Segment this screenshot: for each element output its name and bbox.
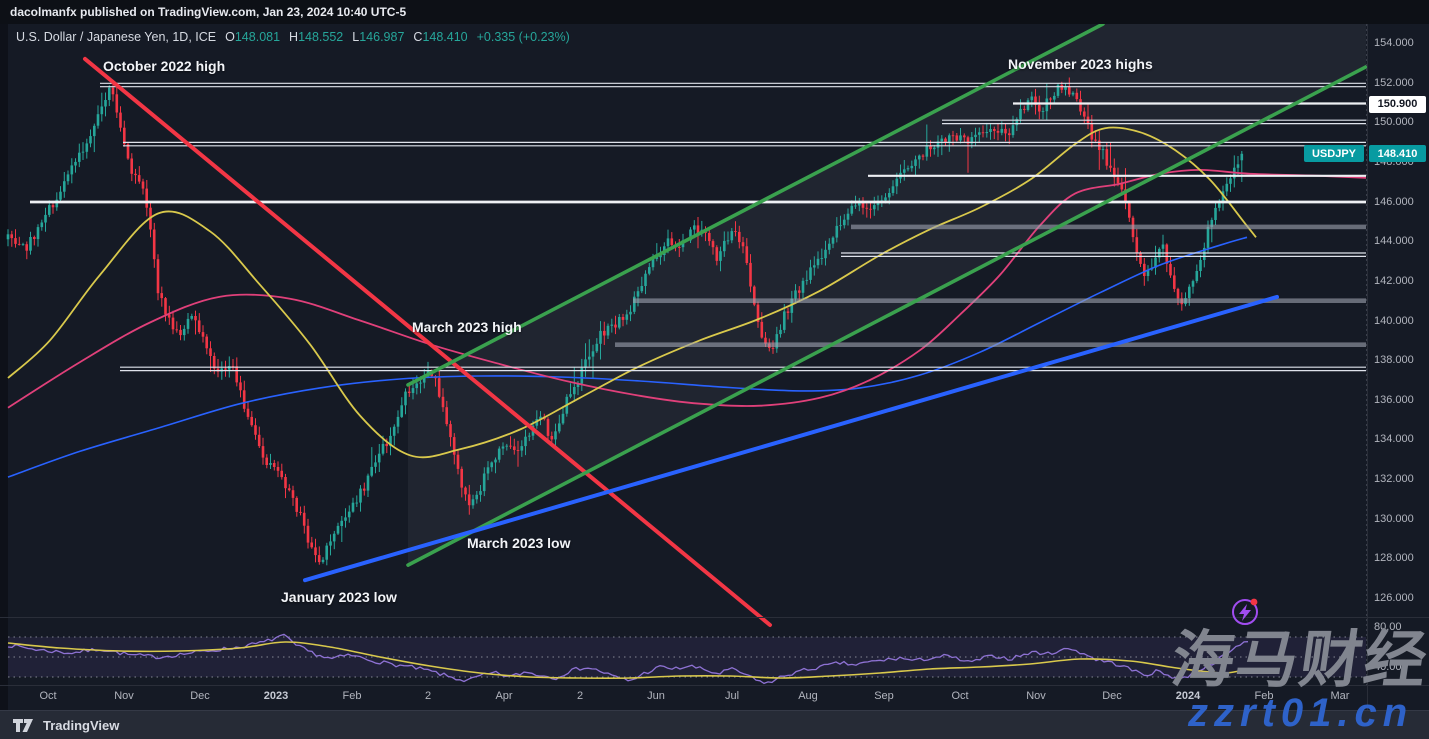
time-tick: Dec — [1102, 690, 1122, 702]
price-tick: 128.000 — [1374, 552, 1414, 565]
chart-annotation: October 2022 high — [103, 58, 226, 74]
time-tick: Mar — [1330, 690, 1350, 702]
tradingview-label[interactable]: TradingView — [43, 717, 120, 733]
ohlc-low: L 146.987 — [352, 30, 405, 44]
rsi-line — [7, 633, 1249, 685]
price-tick: 150.000 — [1374, 116, 1414, 129]
ohlc-high: H 148.552 — [289, 30, 344, 44]
chart-annotation: November 2023 highs — [1008, 56, 1153, 72]
time-tick: 2 — [424, 690, 432, 702]
price-tick: 130.000 — [1374, 512, 1414, 525]
candles — [6, 77, 1244, 566]
green-channel-upper-line — [406, 22, 1105, 387]
time-tick: Dec — [190, 690, 210, 702]
price-tick: 138.000 — [1374, 354, 1414, 367]
symbol-title: U.S. Dollar / Japanese Yen, 1D, ICE — [16, 30, 217, 44]
price-level-badge: 150.900 — [1369, 95, 1426, 113]
publish-info-text: dacolmanfx published on TradingView.com,… — [10, 5, 407, 19]
price-tick: 144.000 — [1374, 235, 1414, 248]
time-tick: Nov — [114, 690, 134, 702]
price-level-band — [633, 298, 1366, 303]
rsi-tick: 40.00 — [1374, 661, 1402, 673]
time-tick: Sep — [874, 690, 894, 702]
ma-yellow — [7, 126, 1257, 459]
blue-uptrend-line — [303, 294, 1279, 583]
time-tick: Oct — [39, 690, 57, 702]
price-tick: 154.000 — [1374, 37, 1414, 49]
rsi-tick: 80.00 — [1374, 621, 1402, 633]
price-tick: 152.000 — [1374, 76, 1414, 89]
time-tick: 2024 — [1175, 690, 1201, 702]
chart-annotation: January 2023 low — [281, 589, 397, 605]
time-tick: Jun — [647, 690, 665, 702]
time-tick: 2 — [576, 690, 584, 702]
ohlc-close: C 148.410 — [413, 30, 468, 44]
price-tick: 134.000 — [1374, 433, 1414, 446]
price-tick: 132.000 — [1374, 473, 1414, 486]
time-tick: Nov — [1026, 690, 1046, 702]
time-tick: Aug — [798, 690, 818, 702]
watermark-url: zzrt01.cn — [1188, 691, 1414, 735]
ohlc-open: O 148.081 — [225, 30, 281, 44]
boost-lightning-icon[interactable] — [1229, 594, 1263, 630]
bottom-bar: TradingView — [0, 710, 1429, 739]
price-level-band — [615, 342, 1366, 347]
time-tick: Feb — [342, 690, 362, 702]
price-tick: 126.000 — [1374, 592, 1414, 604]
symbol-legend[interactable]: U.S. Dollar / Japanese Yen, 1D, ICE O 148… — [16, 28, 570, 46]
time-tick: Jul — [724, 690, 740, 702]
tradingview-logo-icon[interactable] — [12, 718, 35, 733]
trend-channel-fill — [408, 24, 1366, 566]
price-tick: 140.000 — [1374, 314, 1414, 327]
ma-blue — [7, 236, 1248, 478]
last-price-badge: 148.410 — [1369, 145, 1426, 163]
time-tick: Feb — [1254, 690, 1274, 702]
chart-annotation: March 2023 high — [412, 319, 522, 335]
price-tick: 146.000 — [1374, 195, 1414, 208]
green-channel-lower-line — [406, 65, 1368, 567]
time-tick: Oct — [951, 690, 969, 702]
price-tick: 142.000 — [1374, 274, 1414, 287]
price-change: +0.335 (+0.23%) — [476, 30, 570, 44]
red-downtrend-line — [83, 56, 772, 627]
symbol-tag: USDJPY — [1304, 145, 1364, 163]
publish-info-bar: dacolmanfx published on TradingView.com,… — [0, 0, 1429, 24]
time-tick: Apr — [495, 690, 513, 702]
price-level-band — [851, 224, 1366, 230]
rsi-ma-line — [7, 641, 1251, 679]
price-tick: 136.000 — [1374, 393, 1414, 406]
time-tick: 2023 — [263, 690, 289, 702]
watermark-cn: 海马财经 — [1167, 626, 1429, 695]
chart-annotation: March 2023 low — [467, 535, 571, 551]
